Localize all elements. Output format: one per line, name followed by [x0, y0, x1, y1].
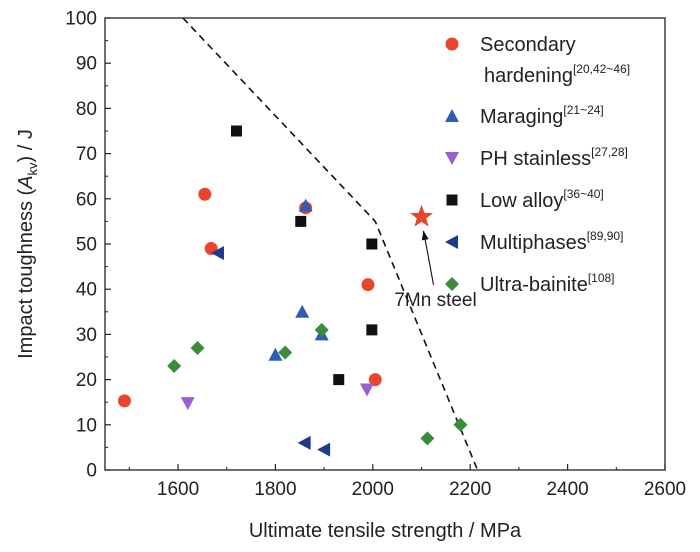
y-axis-title-part: Impact toughness ( — [15, 188, 37, 358]
points-layer — [117, 125, 468, 457]
annotation-arrow-line — [422, 230, 435, 285]
legend-label-text: Secondary — [480, 34, 576, 56]
legend-label: Multiphases[89,90] — [480, 229, 623, 254]
y-tick-label: 80 — [76, 99, 97, 120]
data-point — [420, 431, 435, 446]
legend-label: Ultra-bainite[108] — [480, 271, 615, 296]
y-tick-label: 40 — [76, 280, 97, 301]
x-axis-title: Ultimate tensile strength / MPa — [249, 520, 522, 542]
annotation-label: 7Mn steel — [394, 290, 476, 311]
legend-marker — [445, 277, 459, 291]
legend-label-ref: [21~24] — [563, 103, 603, 117]
data-point — [368, 373, 382, 387]
legend-item-1: Maraging[21~24] — [445, 103, 604, 128]
data-point — [278, 345, 293, 360]
data-point — [297, 435, 311, 450]
y-axis-title-part: kv — [25, 162, 40, 176]
y-tick-label: 20 — [76, 370, 97, 391]
boundary-dashed-line — [182, 18, 479, 470]
data-point — [295, 215, 307, 227]
legend-item-0: Secondary hardening[20,42~46] — [445, 34, 630, 87]
series-5 — [167, 322, 468, 446]
series-4 — [210, 246, 331, 457]
data-point — [198, 187, 212, 201]
legend-marker — [445, 152, 459, 165]
data-point — [366, 324, 378, 336]
data-point — [180, 397, 195, 411]
highlight-star-marker — [410, 204, 433, 227]
legend-marker — [445, 109, 459, 122]
data-point — [361, 278, 375, 292]
axes-layer: 1600 1800 2000 2200 2400 2600 0 10 20 30 40 50 60 70 8… — [15, 9, 686, 543]
y-tick-label: 60 — [76, 189, 97, 210]
x-tick-label: 1800 — [254, 479, 296, 500]
data-point — [298, 198, 313, 212]
legend-label: Maraging[21~24] — [480, 103, 604, 128]
legend-label-ref: [89,90] — [587, 229, 624, 243]
y-tick-label: 90 — [76, 54, 97, 75]
x-tick-label: 2400 — [546, 479, 588, 500]
data-point — [117, 394, 131, 408]
legend-label-text: Low alloy — [480, 190, 563, 212]
y-tick-label: 100 — [65, 9, 97, 30]
legend-item-4: Multiphases[89,90] — [445, 229, 623, 254]
data-point — [268, 347, 283, 361]
legend-label-text: Ultra-bainite — [480, 274, 588, 296]
data-point — [359, 383, 374, 397]
x-tick-label: 2600 — [644, 479, 686, 500]
data-point — [230, 125, 242, 137]
y-tick-label: 10 — [76, 415, 97, 436]
legend-label: hardening[20,42~46] — [484, 62, 630, 87]
legend-label: Secondary — [480, 34, 576, 56]
y-axis-title: Impact toughness (Akv) / J — [15, 129, 40, 359]
data-point — [210, 246, 224, 261]
legend-label-text: Maraging — [480, 106, 563, 128]
legend-label-ref: [36~40] — [563, 187, 603, 201]
data-point — [453, 417, 468, 432]
x-tick-label: 1600 — [157, 479, 199, 500]
data-point — [295, 304, 310, 318]
y-tick-label: 50 — [76, 235, 97, 256]
legend-marker — [445, 37, 459, 51]
legend-label: Low alloy[36~40] — [480, 187, 604, 212]
legend-label-ref: [27,28] — [591, 145, 628, 159]
data-point — [167, 359, 182, 374]
legend-label-ref: [20,42~46] — [573, 62, 630, 76]
y-tick-label: 0 — [86, 461, 97, 482]
legend-marker — [445, 235, 458, 249]
y-tick-label: 70 — [76, 144, 97, 165]
data-point — [333, 374, 345, 386]
x-tick-label: 2000 — [352, 479, 394, 500]
legend-item-3: Low alloy[36~40] — [446, 187, 604, 212]
legend-label-text: hardening — [484, 65, 573, 87]
data-point — [366, 238, 378, 250]
series-2 — [180, 383, 374, 411]
y-axis-title-part: ) / J — [15, 129, 37, 162]
legend-label-text: Multiphases — [480, 232, 587, 254]
legend-marker — [446, 194, 458, 206]
y-tick-label: 30 — [76, 325, 97, 346]
legend-label-text: PH stainless — [480, 148, 591, 170]
annotation-arrow-head — [421, 230, 429, 241]
legend-label: PH stainless[27,28] — [480, 145, 628, 170]
y-axis-title-part: A — [15, 175, 37, 189]
legend-label-ref: [108] — [588, 271, 615, 285]
legend-item-2: PH stainless[27,28] — [445, 145, 628, 170]
legend-item-5: Ultra-bainite[108] — [445, 271, 615, 296]
x-tick-label: 2200 — [449, 479, 491, 500]
data-point — [190, 340, 205, 355]
boundary-layer — [182, 18, 479, 470]
legend: Secondary hardening[20,42~46] Maraging[21~… — [445, 34, 630, 296]
annotation-layer: 7Mn steel — [394, 204, 477, 311]
data-point — [314, 322, 329, 337]
series-3 — [230, 125, 378, 386]
data-point — [317, 442, 331, 457]
